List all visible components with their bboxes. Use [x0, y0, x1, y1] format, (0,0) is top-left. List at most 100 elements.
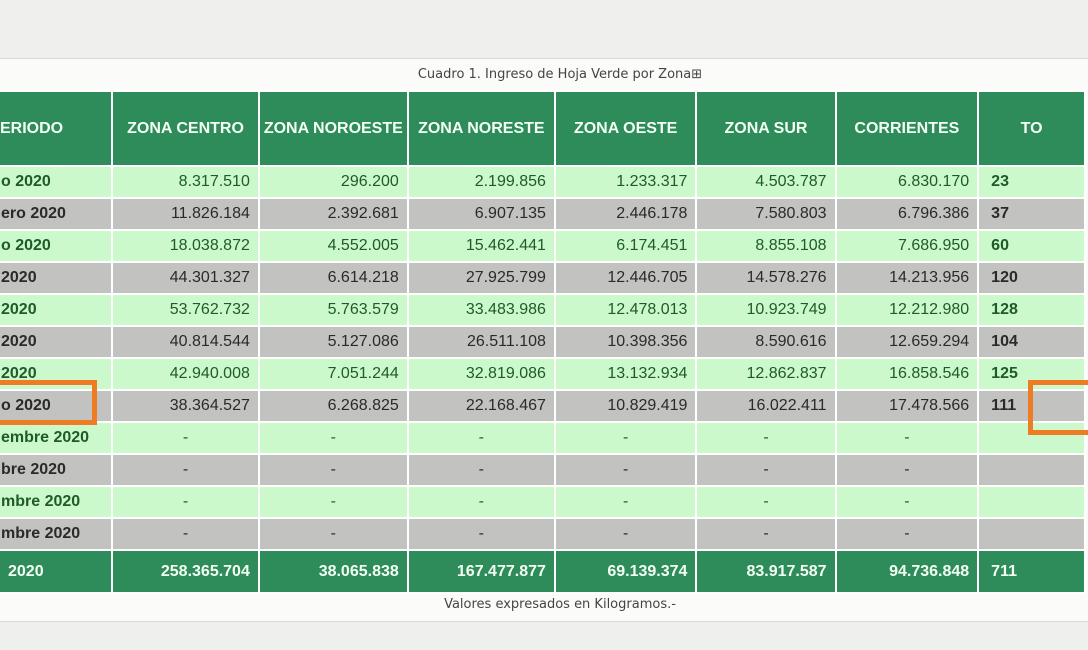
value-cell: 258.365.704	[113, 551, 258, 592]
total-cell	[979, 487, 1084, 517]
value-cell: 7.580.803	[697, 199, 835, 229]
value-cell: 296.200	[259, 167, 407, 197]
value-cell: 53.762.732	[113, 295, 258, 325]
value-cell: 27.925.799	[408, 263, 554, 293]
value-cell: 6.796.386	[836, 199, 978, 229]
period-cell: mbre 2020	[0, 487, 112, 517]
value-cell: -	[555, 423, 696, 453]
total-cell: 128	[979, 295, 1084, 325]
value-cell: 6.614.218	[259, 263, 407, 293]
value-cell: 6.830.170	[836, 167, 978, 197]
value-cell: -	[697, 455, 835, 485]
period-cell: o 2020	[0, 167, 112, 197]
period-cell: o 2020	[0, 231, 112, 261]
total-cell	[979, 455, 1084, 485]
column-header: ZONA SUR	[697, 92, 835, 165]
value-cell: 8.590.616	[697, 327, 835, 357]
column-header: CORRIENTES	[836, 92, 978, 165]
highlight-box-period	[0, 380, 97, 425]
value-cell: 10.829.419	[555, 391, 696, 421]
value-cell: 7.686.950	[836, 231, 978, 261]
table-caption: Cuadro 1. Ingreso de Hoja Verde por Zona…	[417, 67, 703, 82]
value-cell: 32.819.086	[408, 359, 554, 389]
table-row: 2020 40.814.544 5.127.086 26.511.108 10.398.…	[0, 327, 1084, 357]
value-cell: 12.862.837	[697, 359, 835, 389]
value-cell: -	[836, 423, 978, 453]
value-cell: 22.168.467	[408, 391, 554, 421]
value-cell: -	[555, 519, 696, 549]
period-cell: 2020	[0, 551, 112, 592]
column-header: TO	[979, 92, 1084, 165]
value-cell: 12.659.294	[836, 327, 978, 357]
value-cell: -	[555, 455, 696, 485]
value-cell: -	[408, 487, 554, 517]
value-cell: 4.552.005	[259, 231, 407, 261]
value-cell: -	[259, 487, 407, 517]
value-cell: 33.483.986	[408, 295, 554, 325]
value-cell: 10.923.749	[697, 295, 835, 325]
total-cell	[979, 519, 1084, 549]
value-cell: 15.462.441	[408, 231, 554, 261]
column-header: ZONA NORESTE	[408, 92, 554, 165]
value-cell: -	[408, 423, 554, 453]
period-cell: mbre 2020	[0, 519, 112, 549]
total-cell: 104	[979, 327, 1084, 357]
value-cell: 16.022.411	[697, 391, 835, 421]
value-cell: -	[113, 487, 258, 517]
value-cell: 13.132.934	[555, 359, 696, 389]
table-row: bre 2020- - - - - -	[0, 455, 1084, 485]
value-cell: 2.446.178	[555, 199, 696, 229]
total-cell: 60	[979, 231, 1084, 261]
value-cell: 83.917.587	[697, 551, 835, 592]
value-cell: 12.446.705	[555, 263, 696, 293]
table-footer-note: Valores expresados en Kilogramos.-	[444, 597, 676, 612]
value-cell: 14.578.276	[697, 263, 835, 293]
highlight-box-total	[1028, 380, 1088, 435]
period-cell: 2020	[0, 295, 112, 325]
table-row: o 2020 8.317.510 296.200 2.199.856 1.233.317…	[0, 167, 1084, 197]
header-row: ERIODO ZONA CENTRO ZONA NOROESTE ZONA NORES…	[0, 92, 1084, 165]
column-header: ZONA CENTRO	[113, 92, 258, 165]
value-cell: -	[836, 455, 978, 485]
value-cell: -	[113, 423, 258, 453]
period-cell: embre 2020	[0, 423, 112, 453]
table-row: mbre 2020- - - - - -	[0, 519, 1084, 549]
value-cell: 12.478.013	[555, 295, 696, 325]
value-cell: 38.364.527	[113, 391, 258, 421]
value-cell: -	[259, 423, 407, 453]
table-row: mbre 2020- - - - - -	[0, 487, 1084, 517]
totals-row: 2020 258.365.704 38.065.838 167.477.877 69.1…	[0, 551, 1084, 592]
value-cell: 1.233.317	[555, 167, 696, 197]
value-cell: -	[697, 423, 835, 453]
value-cell: -	[697, 519, 835, 549]
table-row: embre 2020- - - - - -	[0, 423, 1084, 453]
value-cell: 17.478.566	[836, 391, 978, 421]
value-cell: -	[836, 487, 978, 517]
value-cell: 8.855.108	[697, 231, 835, 261]
value-cell: -	[836, 519, 978, 549]
value-cell: 2.392.681	[259, 199, 407, 229]
value-cell: 16.858.546	[836, 359, 978, 389]
value-cell: 42.940.008	[113, 359, 258, 389]
value-cell: 6.268.825	[259, 391, 407, 421]
value-cell: 6.174.451	[555, 231, 696, 261]
total-cell: 120	[979, 263, 1084, 293]
value-cell: 167.477.877	[408, 551, 554, 592]
value-cell: -	[259, 519, 407, 549]
value-cell: 26.511.108	[408, 327, 554, 357]
value-cell: 69.139.374	[555, 551, 696, 592]
value-cell: -	[408, 519, 554, 549]
value-cell: 12.212.980	[836, 295, 978, 325]
column-header: ERIODO	[0, 92, 112, 165]
value-cell: 2.199.856	[408, 167, 554, 197]
value-cell: -	[259, 455, 407, 485]
period-cell: 2020	[0, 327, 112, 357]
value-cell: 7.051.244	[259, 359, 407, 389]
table-row: 2020 53.762.732 5.763.579 33.483.986 12.478.…	[0, 295, 1084, 325]
value-cell: 5.763.579	[259, 295, 407, 325]
value-cell: 40.814.544	[113, 327, 258, 357]
period-cell: 2020	[0, 263, 112, 293]
table-row: o 2020 38.364.527 6.268.825 22.168.467 10.82…	[0, 391, 1084, 421]
column-header: ZONA OESTE	[555, 92, 696, 165]
total-cell: 23	[979, 167, 1084, 197]
